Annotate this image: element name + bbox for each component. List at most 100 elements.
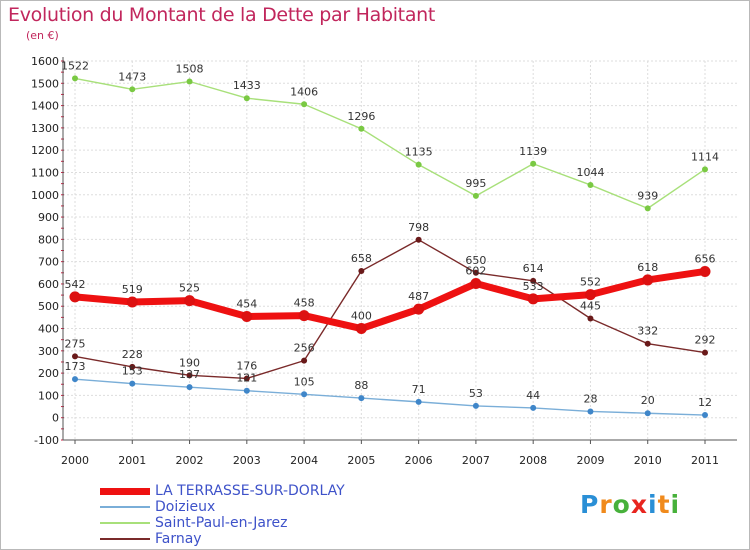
data-point-farnay: [358, 268, 365, 275]
x-tick-label: 2000: [61, 454, 89, 467]
data-point-doizieux: [243, 387, 250, 394]
data-label-saint-paul-en-jarez: 1522: [61, 59, 89, 72]
data-label-saint-paul-en-jarez: 1114: [691, 150, 719, 163]
legend-label: LA TERRASSE-SUR-DORLAY: [155, 483, 345, 499]
x-tick-label: 2007: [462, 454, 490, 467]
data-point-la-terrasse-sur-dorlay: [527, 293, 539, 305]
data-label-doizieux: 71: [412, 383, 426, 396]
logo-letter: i: [648, 490, 658, 519]
data-label-la-terrasse-sur-dorlay: 487: [408, 290, 429, 303]
y-tick-label: 800: [38, 233, 59, 246]
legend-label: Saint-Paul-en-Jarez: [155, 515, 288, 531]
y-tick-label: 1600: [31, 55, 59, 68]
data-point-la-terrasse-sur-dorlay: [184, 295, 196, 307]
data-point-la-terrasse-sur-dorlay: [413, 303, 425, 315]
x-tick-label: 2006: [405, 454, 433, 467]
legend-item-saint-paul-en-jarez: Saint-Paul-en-Jarez: [100, 515, 345, 531]
data-point-farnay: [301, 357, 308, 364]
data-point-doizieux: [186, 384, 193, 391]
y-tick-label: 500: [38, 300, 59, 313]
x-tick-label: 2001: [118, 454, 146, 467]
data-point-doizieux: [358, 395, 365, 402]
data-label-saint-paul-en-jarez: 939: [637, 189, 658, 202]
y-tick-label: 100: [38, 389, 59, 402]
data-labels: 1522 1473 1508 1433 1406 1296 1135 995 1139 1044 9…: [61, 59, 719, 409]
data-label-doizieux: 88: [354, 379, 368, 392]
series-line-la-terrasse-sur-dorlay: [71, 267, 709, 333]
data-point-farnay: [530, 277, 537, 284]
data-label-la-terrasse-sur-dorlay: 602: [465, 264, 486, 277]
y-tick-label: 600: [38, 278, 59, 291]
data-label-saint-paul-en-jarez: 1508: [176, 63, 204, 76]
data-point-saint-paul-en-jarez: [702, 166, 708, 173]
data-point-saint-paul-en-jarez: [644, 205, 651, 212]
grid-lines: [63, 60, 737, 441]
data-point-farnay: [186, 372, 193, 379]
data-label-farnay: 445: [580, 299, 601, 312]
series-lines: [69, 75, 711, 419]
data-point-doizieux: [415, 398, 422, 405]
data-point-farnay: [472, 269, 479, 276]
series-line-doizieux: [74, 378, 706, 416]
series-line-saint-paul-en-jarez: [74, 77, 706, 210]
y-tick-label: 1400: [31, 100, 59, 113]
data-label-doizieux: 153: [122, 365, 143, 378]
y-tick-label: -100: [34, 434, 59, 447]
series-line-farnay: [74, 239, 706, 380]
data-point-saint-paul-en-jarez: [129, 86, 136, 93]
data-label-doizieux: 53: [469, 387, 483, 400]
data-label-la-terrasse-sur-dorlay: 400: [351, 310, 372, 323]
x-tick-label: 2004: [290, 454, 318, 467]
y-tick-label: 400: [38, 323, 59, 336]
data-point-la-terrasse-sur-dorlay: [126, 296, 138, 308]
logo-letter: P: [580, 490, 600, 519]
y-tick-label: 0: [52, 412, 59, 425]
y-tick-label: 1500: [31, 77, 59, 90]
y-tick-label: 1100: [31, 166, 59, 179]
data-label-farnay: 658: [351, 252, 372, 265]
data-label-la-terrasse-sur-dorlay: 542: [65, 278, 86, 291]
data-point-la-terrasse-sur-dorlay: [470, 277, 482, 289]
data-label-saint-paul-en-jarez: 1139: [519, 145, 547, 158]
chart-subtitle: (en €): [26, 29, 59, 42]
data-label-farnay: 292: [695, 334, 716, 347]
data-label-farnay: 190: [179, 356, 200, 369]
data-label-doizieux: 28: [583, 392, 597, 405]
x-tick-label: 2003: [233, 454, 261, 467]
data-label-farnay: 332: [637, 325, 658, 338]
data-label-saint-paul-en-jarez: 1135: [405, 146, 433, 159]
data-label-farnay: 614: [523, 262, 544, 275]
data-label-farnay: 650: [465, 254, 486, 267]
data-point-saint-paul-en-jarez: [530, 160, 537, 167]
data-label-doizieux: 137: [179, 368, 200, 381]
data-point-saint-paul-en-jarez: [587, 181, 594, 188]
data-label-farnay: 256: [294, 342, 315, 355]
data-label-saint-paul-en-jarez: 1433: [233, 79, 261, 92]
chart-title: Evolution du Montant de la Dette par Hab…: [8, 4, 436, 26]
data-point-doizieux: [301, 391, 308, 398]
data-label-saint-paul-en-jarez: 1296: [347, 110, 375, 123]
data-label-doizieux: 44: [526, 389, 540, 402]
data-point-saint-paul-en-jarez: [415, 161, 422, 168]
data-point-farnay: [129, 363, 136, 370]
logo-letter: i: [670, 490, 681, 519]
data-label-farnay: 798: [408, 221, 429, 234]
data-label-farnay: 176: [236, 359, 257, 372]
data-label-doizieux: 105: [294, 375, 315, 388]
data-label-doizieux: 173: [65, 360, 86, 373]
proxiti-logo: Proxiti: [580, 490, 680, 519]
data-label-la-terrasse-sur-dorlay: 618: [637, 261, 658, 274]
data-label-la-terrasse-sur-dorlay: 533: [523, 280, 544, 293]
data-point-saint-paul-en-jarez: [243, 95, 250, 102]
logo-letter: x: [630, 490, 648, 519]
data-label-la-terrasse-sur-dorlay: 656: [695, 252, 716, 265]
data-point-farnay: [72, 353, 78, 360]
y-tick-label: 900: [38, 211, 59, 224]
x-tick-label: 2011: [691, 454, 719, 467]
data-label-saint-paul-en-jarez: 1044: [576, 166, 604, 179]
legend-swatch: [100, 522, 150, 524]
data-label-doizieux: 20: [641, 394, 655, 407]
data-point-saint-paul-en-jarez: [472, 192, 479, 199]
legend-label: Doizieux: [155, 499, 216, 515]
y-tick-label: 200: [38, 367, 59, 380]
